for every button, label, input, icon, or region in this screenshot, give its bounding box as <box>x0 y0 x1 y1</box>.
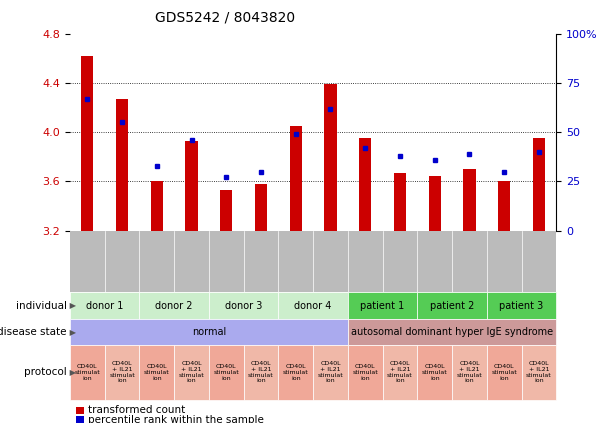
Bar <box>394 173 406 231</box>
Text: CD40L
+ IL21
stimulat
ion: CD40L + IL21 stimulat ion <box>109 361 135 383</box>
Text: CD40L
+ IL21
stimulat
ion: CD40L + IL21 stimulat ion <box>248 361 274 383</box>
Text: CD40L
stimulat
ion: CD40L stimulat ion <box>422 364 447 381</box>
Text: CD40L
stimulat
ion: CD40L stimulat ion <box>144 364 170 381</box>
Text: CD40L
stimulat
ion: CD40L stimulat ion <box>74 364 100 381</box>
Text: protocol: protocol <box>24 367 67 377</box>
Bar <box>498 181 510 231</box>
Bar <box>533 138 545 231</box>
Bar <box>359 138 371 231</box>
Text: CD40L
+ IL21
stimulat
ion: CD40L + IL21 stimulat ion <box>317 361 344 383</box>
Text: CD40L
+ IL21
stimulat
ion: CD40L + IL21 stimulat ion <box>526 361 552 383</box>
Text: ▶: ▶ <box>67 327 76 337</box>
Bar <box>116 99 128 231</box>
Bar <box>151 181 163 231</box>
Text: transformed count: transformed count <box>88 405 185 415</box>
Text: patient 3: patient 3 <box>499 301 544 310</box>
Bar <box>220 190 232 231</box>
Text: GDS5242 / 8043820: GDS5242 / 8043820 <box>155 11 295 25</box>
Bar <box>429 176 441 231</box>
Bar <box>255 184 267 231</box>
Bar <box>185 141 198 231</box>
Text: donor 1: donor 1 <box>86 301 123 310</box>
Text: patient 1: patient 1 <box>361 301 405 310</box>
Text: disease state: disease state <box>0 327 67 337</box>
Text: CD40L
stimulat
ion: CD40L stimulat ion <box>353 364 378 381</box>
Bar <box>325 84 337 231</box>
Text: ▶: ▶ <box>67 301 76 310</box>
Text: CD40L
+ IL21
stimulat
ion: CD40L + IL21 stimulat ion <box>179 361 204 383</box>
Text: CD40L
stimulat
ion: CD40L stimulat ion <box>283 364 309 381</box>
Text: individual: individual <box>16 301 67 310</box>
Bar <box>463 169 475 231</box>
Text: donor 3: donor 3 <box>225 301 262 310</box>
Bar <box>81 56 94 231</box>
Text: donor 4: donor 4 <box>294 301 332 310</box>
Text: CD40L
+ IL21
stimulat
ion: CD40L + IL21 stimulat ion <box>387 361 413 383</box>
Text: CD40L
stimulat
ion: CD40L stimulat ion <box>491 364 517 381</box>
Text: patient 2: patient 2 <box>430 301 474 310</box>
Text: normal: normal <box>192 327 226 337</box>
Text: percentile rank within the sample: percentile rank within the sample <box>88 415 263 423</box>
Text: CD40L
stimulat
ion: CD40L stimulat ion <box>213 364 239 381</box>
Text: autosomal dominant hyper IgE syndrome: autosomal dominant hyper IgE syndrome <box>351 327 553 337</box>
Text: donor 2: donor 2 <box>156 301 193 310</box>
Text: CD40L
+ IL21
stimulat
ion: CD40L + IL21 stimulat ion <box>457 361 482 383</box>
Text: ▶: ▶ <box>67 368 76 377</box>
Bar <box>289 126 302 231</box>
